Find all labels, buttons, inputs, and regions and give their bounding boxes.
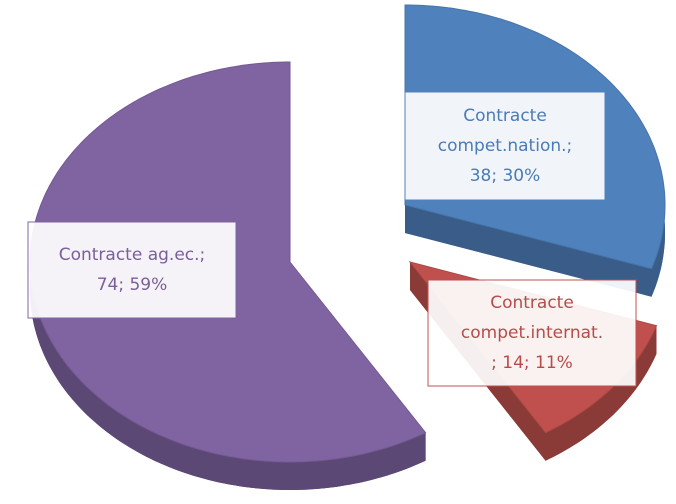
data-label-box (427, 279, 637, 387)
data-label: 38; 30% (470, 166, 541, 186)
slice-side (545, 325, 657, 461)
data-label: Contracte (490, 293, 574, 313)
data-label: compet.nation.; (438, 136, 573, 156)
data-label-box (27, 221, 237, 319)
data-label: 74; 59% (97, 275, 168, 295)
data-label: Contracte ag.ec.; (59, 245, 206, 265)
data-label-box (404, 91, 606, 201)
data-label: ; 14; 11% (491, 353, 573, 373)
slice-edge (405, 205, 652, 297)
data-label: Contracte (463, 106, 547, 126)
data-label: compet.internat. (461, 323, 603, 343)
